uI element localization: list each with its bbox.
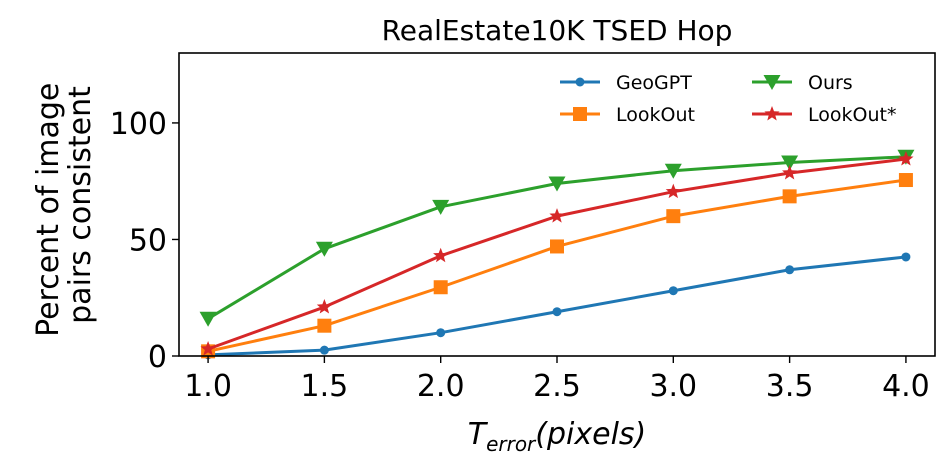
data-point: [901, 252, 911, 262]
data-point: [432, 199, 450, 215]
legend-entry: Ours: [752, 72, 853, 94]
x-tick-label: 2.0: [417, 369, 465, 404]
x-axis-label: Terror(pixels): [468, 417, 647, 456]
series-geogpt: [203, 252, 911, 360]
legend-entry: GeoGPT: [560, 72, 692, 94]
chart-title: RealEstate10K TSED Hop: [382, 14, 733, 47]
x-axis: 1.0 1.5 2.0 2.5 3.0 3.5 4.0: [184, 356, 930, 404]
series-lookout: [201, 173, 913, 359]
series-lookout-: [200, 151, 914, 356]
data-point: [315, 241, 333, 257]
y-tick-label: 50: [129, 223, 167, 258]
y-tick-label: 0: [148, 340, 167, 375]
y-axis-label-line-2: pairs consistent: [63, 86, 98, 324]
legend-label: LookOut*: [808, 104, 896, 126]
data-point: [433, 247, 449, 263]
data-point: [436, 328, 446, 338]
data-point: [782, 189, 797, 204]
y-axis: 0 50 100: [110, 107, 179, 375]
legend-entry: LookOut*: [752, 104, 896, 126]
x-axis-label-subscript: error: [486, 432, 537, 456]
x-tick-label: 2.5: [533, 369, 581, 404]
data-point: [319, 345, 329, 355]
data-point: [666, 209, 681, 224]
legend-marker: [763, 75, 781, 90]
data-point: [785, 265, 795, 275]
legend-entry: LookOut: [560, 104, 695, 126]
legend-marker: [573, 107, 587, 121]
legend-label: GeoGPT: [616, 72, 692, 94]
x-tick-label: 4.0: [882, 369, 930, 404]
data-point: [782, 165, 798, 180]
x-tick-label: 1.0: [184, 369, 232, 404]
data-point: [316, 299, 332, 314]
data-point: [781, 155, 799, 171]
legend-label: LookOut: [616, 104, 695, 126]
x-tick-label: 3.0: [649, 369, 697, 404]
y-axis-label: Percent of image pairs consistent: [31, 73, 98, 337]
x-tick-label: 1.5: [301, 369, 349, 404]
data-point: [665, 183, 681, 199]
data-point: [664, 163, 682, 179]
y-tick-label: 100: [110, 107, 167, 142]
series-ours: [199, 149, 915, 327]
data-point: [548, 176, 566, 192]
legend-marker: [764, 106, 780, 121]
data-point: [433, 280, 448, 295]
legend-marker: [575, 77, 585, 87]
legend: GeoGPT LookOut Ours LookOut*: [560, 72, 896, 126]
x-axis-label-rest: (pixels): [535, 417, 646, 452]
data-point: [898, 151, 914, 166]
x-tick-label: 3.5: [766, 369, 814, 404]
x-axis-label-main: T: [468, 417, 489, 452]
data-point: [200, 341, 216, 356]
data-point: [668, 286, 678, 296]
data-point: [550, 239, 564, 254]
legend-label: Ours: [808, 72, 853, 94]
series-line: [208, 255, 907, 357]
data-point: [549, 208, 565, 223]
data-point: [199, 311, 217, 327]
data-point: [317, 318, 332, 333]
data-point: [898, 173, 913, 188]
y-axis-label-line-1: Percent of image: [31, 83, 66, 337]
data-point: [552, 307, 562, 317]
series-line: [207, 178, 907, 353]
plot-area: [199, 149, 915, 360]
